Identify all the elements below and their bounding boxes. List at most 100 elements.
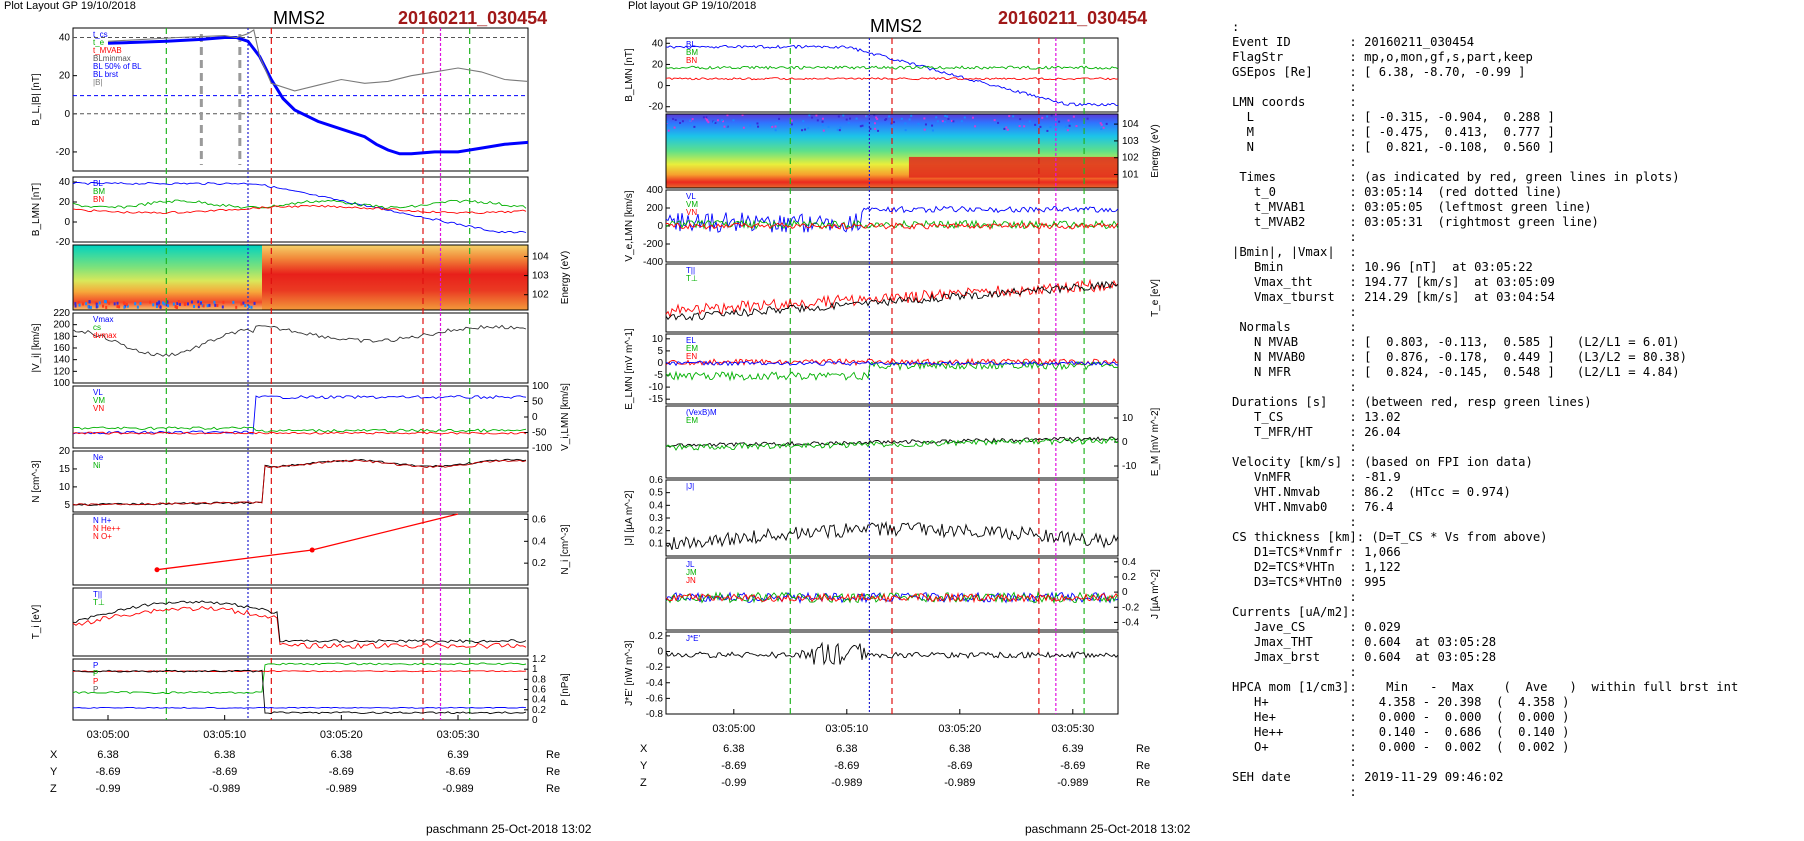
middle-spectrogram-speckle [666, 121, 669, 124]
left-panel-1-legend-0: t_cs [93, 30, 108, 39]
mid-panel-2-ylabel: Energy (eV) [1150, 124, 1161, 177]
middle-spectrogram-speckle [721, 120, 724, 123]
left-blmn-bn [72, 204, 527, 215]
left-coord-value: 6.38 [214, 749, 235, 761]
left-spacecraft-title: MMS2 [273, 8, 326, 28]
left-vilmn-vn [72, 431, 527, 435]
left-b-series-bl-brst [107, 36, 529, 156]
left-spectrogram-speckle [202, 304, 205, 308]
left-coord-value: -8.69 [329, 766, 354, 778]
mid-panel-6-ytick: -10 [1122, 461, 1137, 472]
middle-spectrogram-speckle [1086, 117, 1089, 120]
left-spectrogram-speckle [165, 303, 168, 307]
middle-coord-value: -8.69 [947, 760, 972, 772]
middle-spectrogram-speckle [1100, 127, 1103, 130]
left-time-tick: 03:05:30 [437, 729, 480, 741]
left-spectrogram-speckle [186, 302, 189, 306]
middle-spectrogram-speckle [923, 117, 926, 120]
mid-panel-5-ytick: -5 [654, 370, 663, 381]
mid-panel-1-legend-1: BM [686, 48, 698, 57]
middle-spectrogram-speckle [877, 129, 880, 132]
mid-panel-6-legend-0: (VexB)M [686, 408, 717, 417]
left-spectrogram-speckle [105, 305, 108, 309]
mid-panel-1-ytick: -20 [649, 102, 664, 113]
left-panel-6-legend-1: Ni [93, 461, 101, 470]
left-spectrogram-speckle [82, 302, 85, 306]
left-spectrogram-speckle [222, 300, 225, 304]
left-panel-3-frame [72, 244, 529, 311]
middle-spectrogram-speckle [827, 125, 830, 128]
mid-panel-4-ylabel: T_e [eV] [1150, 279, 1161, 317]
left-spectrogram-speckle [158, 302, 161, 306]
left-panel-7-ytick: 0.6 [532, 514, 546, 525]
middle-te-par [665, 278, 1119, 319]
middle-spectrogram-speckle [944, 120, 947, 123]
left-panel-4-frame [72, 312, 529, 384]
left-coord-value: -0.989 [209, 783, 240, 795]
middle-spectrogram-speckle [769, 124, 772, 127]
mid-panel-9-ytick: 0 [657, 647, 663, 658]
left-spectrogram-speckle [206, 304, 209, 308]
left-spectrogram-speckle [159, 305, 162, 309]
middle-spectrogram-speckle [993, 119, 996, 122]
left-spectrogram-speckle [166, 300, 169, 304]
middle-spectrogram-speckle [716, 119, 719, 122]
left-spectrogram-speckle [193, 304, 196, 308]
middle-spectrogram-speckle [1058, 120, 1061, 123]
middle-spectrogram-speckle [974, 125, 977, 128]
middle-spectrogram-speckle [837, 115, 840, 118]
left-ni-heplusplus-line [156, 513, 459, 571]
middle-time-tick: 03:05:10 [825, 723, 868, 735]
middle-spectrogram-speckle [821, 124, 824, 127]
left-ni-heplusplus-point [154, 567, 160, 573]
left-panel-4-ytick: 160 [53, 343, 70, 354]
mid-panel-3-ytick: 200 [646, 203, 663, 214]
left-coord-value: -0.99 [95, 783, 120, 795]
mid-panel-8-legend-1: JM [686, 568, 697, 577]
middle-coord-value: -0.99 [721, 777, 746, 789]
left-panel-4-legend-2: dvmax [93, 331, 117, 340]
mid-panel-1-ytick: 40 [652, 38, 664, 49]
middle-spectrogram-speckle [950, 119, 953, 122]
left-spectrogram-speckle [113, 302, 116, 306]
mid-panel-5-legend-0: EL [686, 336, 696, 345]
left-panel-2-frame [72, 176, 529, 243]
left-time-tick: 03:05:10 [203, 729, 246, 741]
left-spectrogram-speckle [123, 305, 126, 309]
left-footer: paschmann 25-Oct-2018 13:02 [426, 822, 592, 836]
left-panel-9-legend-2: P [93, 677, 98, 686]
left-spectrogram-speckle [176, 305, 179, 309]
left-panel-2-ytick: 40 [59, 177, 71, 188]
left-spectrogram-speckle [126, 304, 129, 308]
mid-panel-9-ytick: -0.8 [646, 709, 664, 720]
left-panel-9-ytick: 0.6 [532, 685, 546, 696]
middle-spectrogram-speckle [1018, 125, 1021, 128]
middle-spectrogram-speckle [849, 117, 852, 120]
middle-spectrogram-speckle [866, 122, 869, 125]
left-spectrogram-speckle [95, 305, 98, 309]
left-panel-5-ytick: 50 [532, 397, 544, 408]
left-spectrogram-speckle [155, 305, 158, 309]
left-panel-2-legend-2: BN [93, 195, 104, 204]
middle-spectrogram-speckle [931, 129, 934, 132]
middle-spectrogram-speckle [904, 122, 907, 125]
middle-spectrogram-speckle [707, 121, 710, 124]
left-spectrogram-speckle [177, 300, 180, 304]
middle-spectrogram-speckle [1046, 115, 1049, 118]
middle-spectrogram-speckle [872, 122, 875, 125]
left-spectrogram-speckle [149, 300, 152, 304]
mid-panel-3-ytick: -400 [643, 257, 663, 268]
left-panel-2-ytick: 0 [64, 217, 70, 228]
left-coord-value: -0.989 [442, 783, 473, 795]
left-spectrogram-speckle [116, 301, 119, 305]
middle-spectrogram-speckle [1046, 129, 1049, 132]
left-spectrogram-magnetosphere [262, 245, 528, 310]
left-spectrogram-speckle [108, 301, 111, 305]
mid-panel-6-ylabel: E_M [mV m^-2] [1150, 407, 1161, 476]
middle-spectrogram-speckle [847, 122, 850, 125]
left-spectrogram-speckle [197, 300, 200, 304]
left-panel-4-ytick: 120 [53, 366, 70, 377]
middle-spectrogram-speckle [691, 118, 694, 121]
mid-panel-4-legend-1: T⊥ [686, 274, 698, 283]
middle-spectrogram-speckle [802, 120, 805, 123]
